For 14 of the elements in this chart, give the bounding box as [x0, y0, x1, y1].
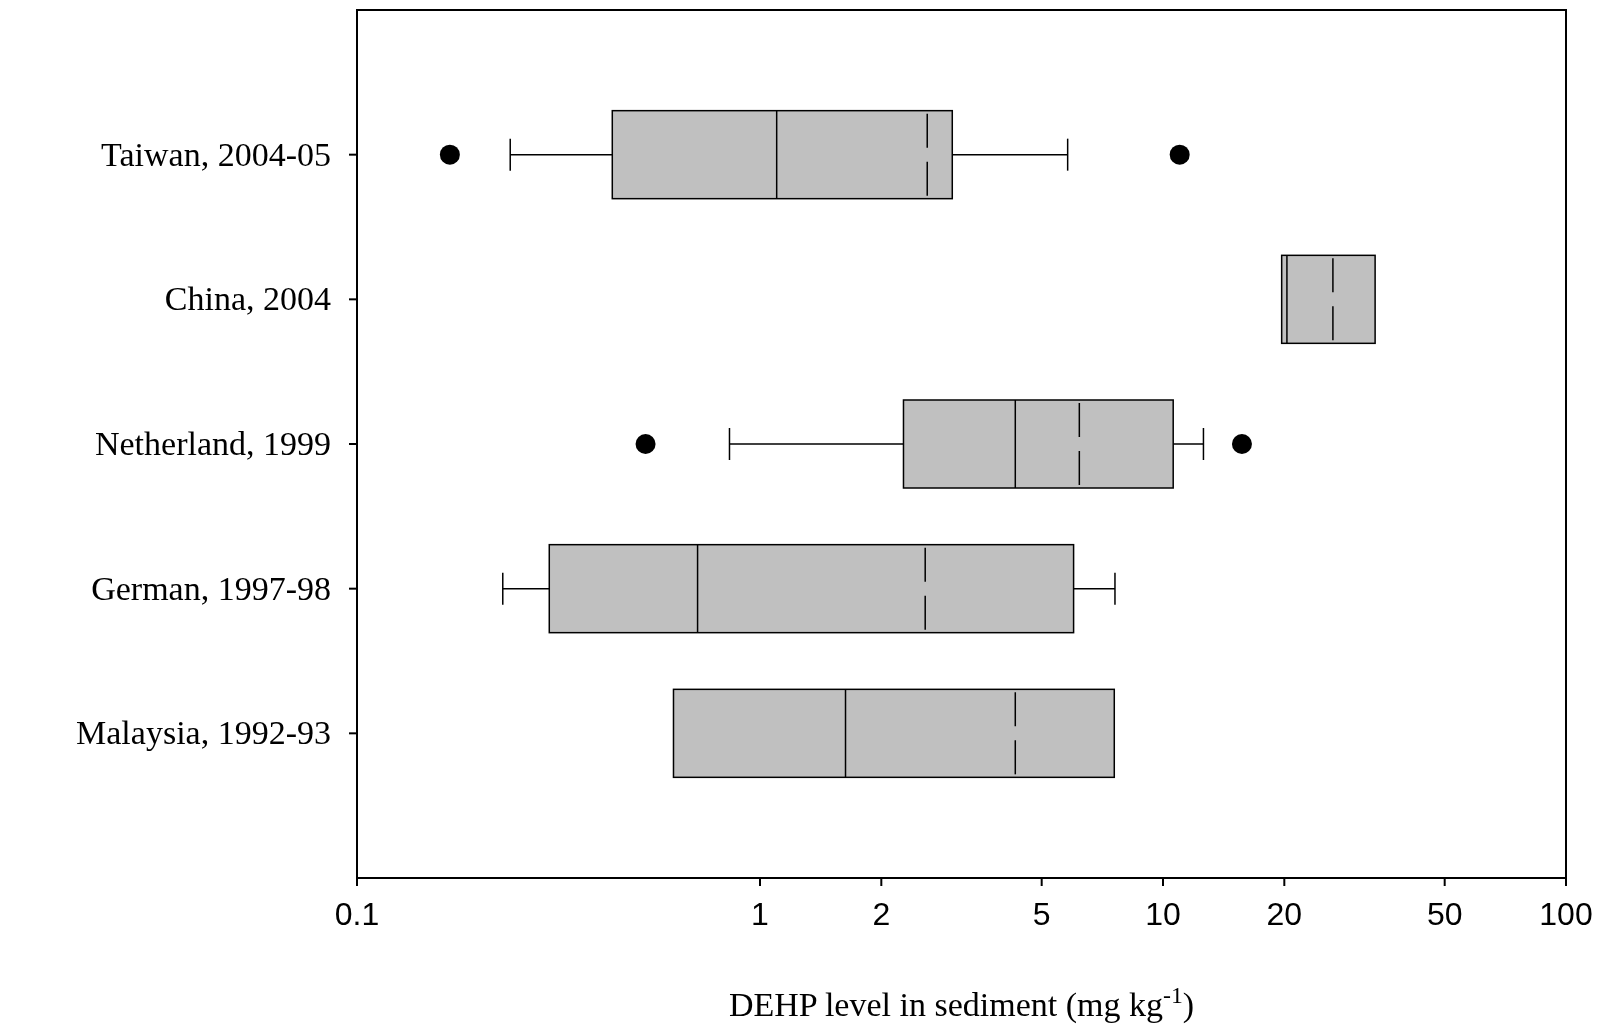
- x-axis-title: DEHP level in sediment (mg kg$^{-1}$): [728, 982, 1195, 1024]
- x-tick-label: 0.1: [334, 896, 380, 932]
- x-tick-label: 2: [872, 896, 891, 932]
- x-tick-label: 5: [1032, 896, 1051, 932]
- x-tick-label: 50: [1426, 896, 1463, 932]
- y-tick-label: German, 1997-98: [91, 569, 331, 607]
- x-tick-label: 20: [1266, 896, 1303, 932]
- y-tick-label: Malaysia, 1992-93: [76, 714, 331, 752]
- y-tick-label: Netherland, 1999: [94, 425, 331, 462]
- x-tick-label: 100: [1539, 896, 1593, 932]
- y-tick-label: China, 2004: [164, 280, 331, 318]
- x-tick-label: 10: [1145, 896, 1181, 932]
- y-tick-label: Taiwan, 2004-05: [101, 135, 331, 173]
- x-tick-label: 1: [751, 896, 769, 932]
